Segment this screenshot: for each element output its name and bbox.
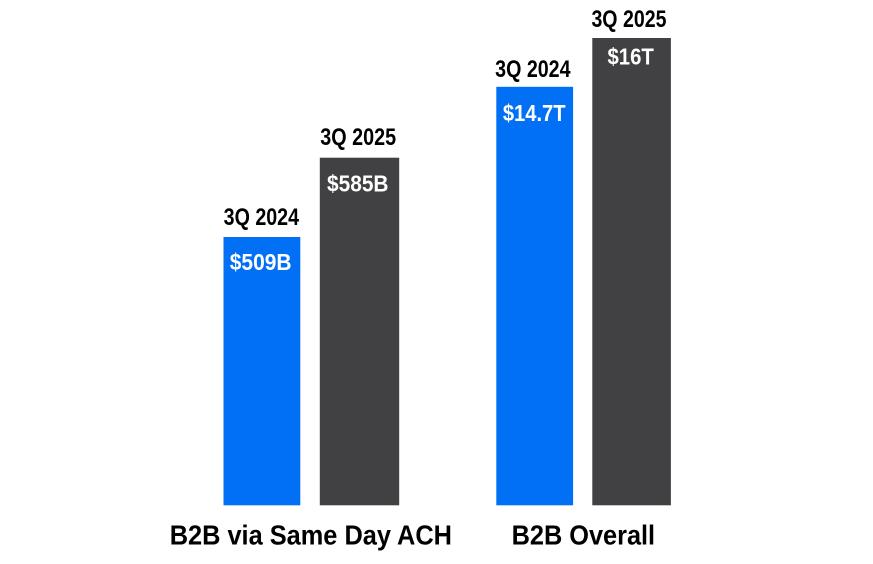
svg-text:B2B via Same Day ACH: B2B via Same Day ACH bbox=[170, 520, 452, 551]
svg-text:3Q 2025: 3Q 2025 bbox=[591, 6, 666, 33]
svg-text:$585B: $585B bbox=[327, 170, 389, 196]
svg-text:$509B: $509B bbox=[230, 249, 292, 275]
svg-text:B2B Overall: B2B Overall bbox=[512, 520, 656, 551]
svg-text:$16T: $16T bbox=[607, 43, 653, 69]
svg-text:3Q 2024: 3Q 2024 bbox=[495, 56, 571, 83]
svg-text:$14.7T: $14.7T bbox=[503, 100, 566, 126]
svg-text:3Q 2024: 3Q 2024 bbox=[224, 204, 300, 231]
svg-text:3Q 2025: 3Q 2025 bbox=[320, 124, 396, 151]
